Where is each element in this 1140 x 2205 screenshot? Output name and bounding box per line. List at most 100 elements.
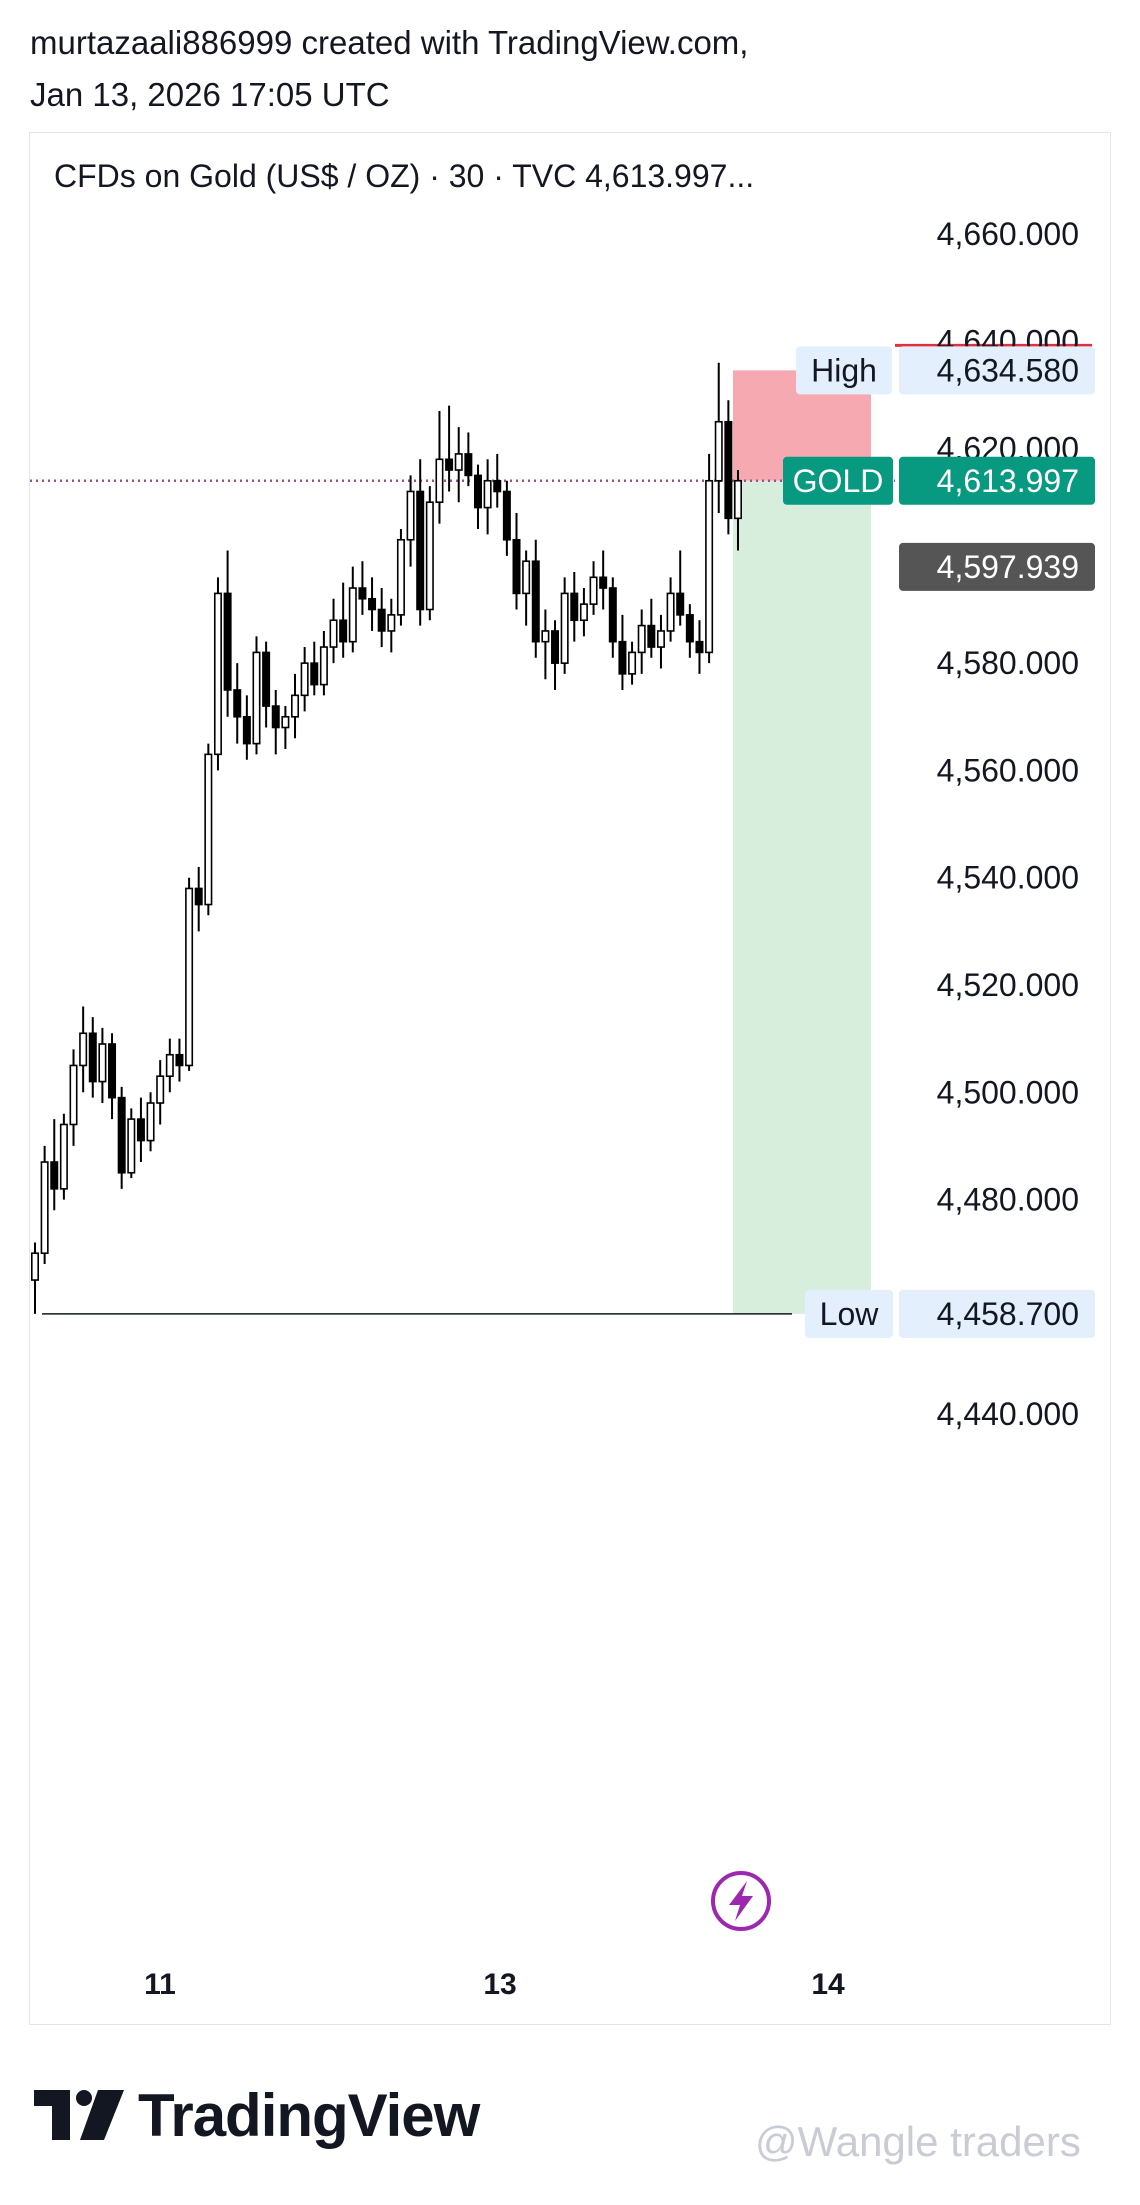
- candle-body: [319, 646, 328, 686]
- candle-body: [676, 592, 685, 616]
- y-tick-label: 4,580.000: [937, 645, 1079, 681]
- candle: [387, 598, 396, 653]
- candle: [271, 689, 280, 755]
- candle: [136, 1097, 145, 1163]
- candle-body: [88, 1032, 97, 1083]
- lightning-icon[interactable]: [711, 1871, 771, 1931]
- candle: [262, 641, 271, 728]
- candle: [252, 636, 261, 755]
- candle-body: [185, 887, 194, 1067]
- candle-body: [252, 651, 261, 745]
- tradingview-logo: TradingView: [34, 2082, 480, 2149]
- candle: [98, 1027, 107, 1104]
- candle: [30, 1242, 39, 1314]
- candle: [618, 614, 627, 690]
- candle-body: [329, 619, 338, 648]
- candle: [676, 550, 685, 626]
- candle: [310, 641, 319, 696]
- candle: [512, 512, 521, 610]
- candle-body: [656, 630, 665, 648]
- candle: [714, 362, 723, 513]
- candle: [358, 561, 367, 615]
- candle: [435, 411, 444, 524]
- candle-body: [618, 640, 627, 675]
- label-box: [796, 346, 892, 395]
- candle-body: [608, 587, 617, 643]
- x-axis: 11 13 14: [144, 1968, 845, 2001]
- candle: [531, 539, 540, 658]
- candle-body: [454, 453, 463, 471]
- candle-body: [705, 479, 714, 654]
- candle: [175, 1038, 184, 1082]
- candle-body: [551, 630, 560, 664]
- candle: [685, 604, 694, 658]
- candle-body: [589, 576, 598, 605]
- candle-body: [714, 420, 723, 482]
- candle-body: [579, 603, 588, 622]
- candle: [425, 486, 434, 621]
- y-tick-label: 4,440.000: [937, 1396, 1079, 1432]
- candle-body: [464, 453, 473, 477]
- candle-body: [695, 640, 704, 654]
- candle: [108, 1033, 117, 1120]
- candle: [59, 1113, 68, 1200]
- candle-body: [310, 662, 319, 686]
- candle: [454, 427, 463, 503]
- candle-body: [733, 479, 742, 520]
- candle: [185, 877, 194, 1071]
- candle: [656, 614, 665, 669]
- candle: [127, 1108, 136, 1179]
- label-box: [783, 456, 893, 505]
- candle: [165, 1038, 174, 1093]
- candle-body: [136, 1118, 145, 1142]
- candle: [473, 464, 482, 530]
- label-box: [899, 1289, 1095, 1338]
- target-zone: [733, 480, 871, 1314]
- candle-body: [242, 715, 251, 745]
- candle: [50, 1119, 59, 1211]
- candle-body: [502, 490, 511, 541]
- watermark: @Wangle traders: [755, 2118, 1081, 2165]
- candle: [589, 561, 598, 615]
- x-tick-label: 13: [483, 1968, 516, 2001]
- candle: [406, 475, 415, 567]
- secondary-price-value: 4,597.939: [937, 549, 1079, 585]
- candle: [522, 550, 531, 626]
- candle: [194, 866, 203, 932]
- candle-body: [387, 614, 396, 632]
- candle: [377, 588, 386, 648]
- candle-body: [522, 560, 531, 595]
- candle-body: [406, 490, 415, 541]
- tradingview-wordmark: TradingView: [138, 2081, 480, 2149]
- candle-body: [599, 576, 608, 589]
- high-label: High: [811, 352, 877, 388]
- position-zones: [733, 370, 871, 1314]
- candle: [79, 1006, 88, 1093]
- candle: [213, 577, 222, 771]
- candle-body: [339, 619, 348, 643]
- candle-body: [108, 1043, 117, 1099]
- candle: [647, 598, 656, 658]
- y-tick-label: 4,540.000: [937, 860, 1079, 896]
- candle: [637, 609, 646, 674]
- candle: [233, 663, 242, 744]
- candle-body: [281, 715, 290, 729]
- candle: [117, 1086, 126, 1189]
- candle: [223, 550, 232, 717]
- candle-body: [204, 753, 213, 906]
- candle-body: [425, 501, 434, 611]
- candle: [483, 459, 492, 535]
- candle-body: [127, 1118, 136, 1174]
- candle-body: [300, 662, 309, 697]
- candle: [368, 577, 377, 631]
- candle-body: [117, 1096, 126, 1174]
- y-axis: 4,660.0004,640.0004,620.0004,600.0004,58…: [937, 216, 1079, 1432]
- candle: [69, 1049, 78, 1146]
- label-box: [805, 1289, 893, 1338]
- candle: [156, 1060, 165, 1125]
- candle-body: [445, 458, 454, 471]
- candle-body: [59, 1123, 68, 1190]
- candle-body: [685, 614, 694, 643]
- candle-body: [79, 1032, 88, 1067]
